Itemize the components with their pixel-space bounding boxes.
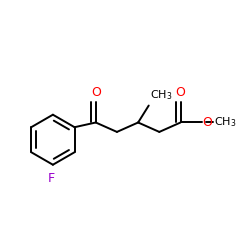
Text: F: F [48,172,55,185]
Text: O: O [202,116,212,129]
Text: O: O [91,86,101,99]
Text: CH$_3$: CH$_3$ [150,88,173,102]
Text: O: O [176,86,186,99]
Text: CH$_3$: CH$_3$ [214,116,236,130]
